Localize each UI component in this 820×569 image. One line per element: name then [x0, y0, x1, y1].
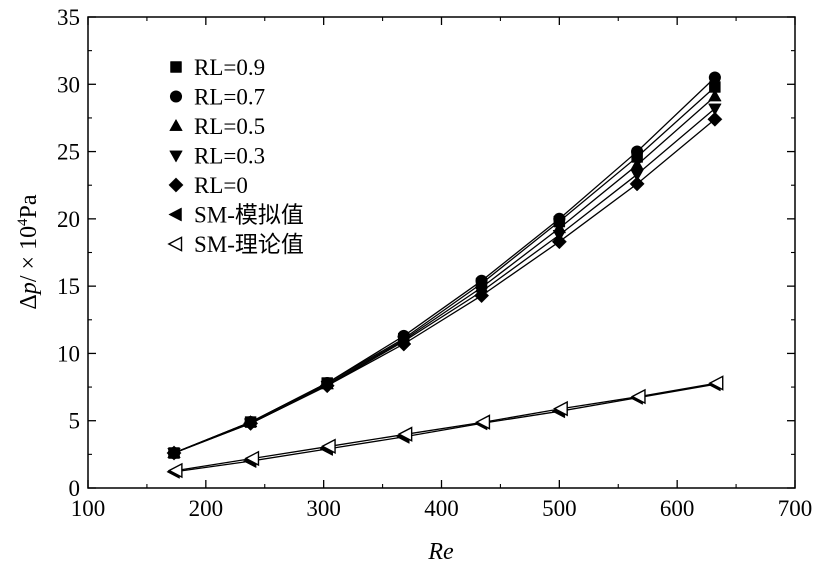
- data-point: [166, 445, 182, 461]
- legend-marker: [167, 236, 183, 252]
- x-axis-title: Re: [427, 539, 454, 565]
- data-point: [551, 234, 567, 250]
- legend-marker: [170, 61, 182, 73]
- data-point: [167, 462, 183, 479]
- y-axis-title-mult: / × 10: [16, 226, 42, 282]
- data-point: [319, 378, 335, 394]
- legend-marker: [169, 90, 183, 103]
- legend-label: SM-理论值: [194, 232, 304, 257]
- legend-label: RL=0.9: [194, 55, 265, 80]
- data-point: [396, 336, 412, 352]
- data-point: [707, 111, 723, 127]
- series-7: [167, 375, 724, 479]
- data-point: [553, 400, 568, 417]
- x-tick-label: 300: [306, 496, 341, 521]
- y-tick-label: 0: [69, 476, 81, 501]
- x-tick-label: 500: [542, 496, 577, 521]
- y-tick-label: 5: [69, 409, 81, 434]
- series-line: [173, 95, 716, 454]
- data-point: [708, 71, 721, 84]
- data-point: [474, 288, 490, 304]
- x-tick-label: 400: [424, 496, 459, 521]
- data-point: [243, 415, 259, 431]
- data-point: [397, 426, 413, 442]
- y-axis-title-exp: 4: [15, 218, 31, 226]
- x-tick-label: 600: [660, 496, 695, 521]
- y-tick-label: 10: [57, 341, 80, 366]
- series-line: [173, 383, 716, 473]
- legend-marker: [168, 177, 184, 193]
- series-5: [166, 111, 723, 461]
- x-tick-label: 100: [71, 496, 106, 521]
- y-axis-title-unit: Pa: [16, 194, 42, 218]
- legend-label: RL=0: [194, 173, 248, 198]
- data-point: [630, 388, 646, 405]
- legend-marker: [169, 118, 183, 131]
- y-tick-label: 20: [57, 207, 80, 232]
- data-point: [631, 145, 644, 158]
- series-layer: [166, 71, 724, 479]
- y-tick-label: 30: [57, 72, 80, 97]
- y-axis-title: Δp/ × 104Pa: [15, 194, 42, 309]
- legend-marker: [168, 207, 182, 222]
- data-point: [629, 176, 645, 192]
- legend-label: SM-模拟值: [194, 203, 304, 228]
- data-point: [320, 438, 336, 455]
- y-axis: 0 5 10 15 20 25 30 35: [57, 5, 795, 501]
- legend-marker: [169, 150, 183, 163]
- data-point: [553, 212, 566, 225]
- series-line: [176, 382, 718, 472]
- legend-label: RL=0.7: [194, 85, 265, 110]
- y-tick-label: 25: [57, 140, 80, 165]
- data-point: [708, 375, 724, 391]
- data-point: [708, 103, 722, 116]
- x-tick-label: 700: [778, 496, 813, 521]
- y-tick-label: 35: [57, 5, 80, 30]
- data-point: [630, 169, 644, 182]
- y-axis-title-delta: Δ: [16, 294, 42, 309]
- x-axis: 100 200 300 400 500 600 700: [71, 17, 813, 521]
- legend-label: RL=0.5: [194, 114, 265, 139]
- legend-label: RL=0.3: [194, 144, 265, 169]
- series-line: [173, 118, 716, 454]
- data-point: [708, 89, 722, 102]
- legend: RL=0.9 RL=0.7 RL=0.5 RL=0.3 RL=0 SM-模拟值 SM-理论值: [167, 55, 304, 257]
- y-axis-title-p: p: [16, 282, 42, 296]
- y-tick-label: 15: [57, 274, 80, 299]
- x-tick-label: 200: [189, 496, 224, 521]
- data-point: [244, 450, 260, 467]
- data-point: [475, 414, 491, 430]
